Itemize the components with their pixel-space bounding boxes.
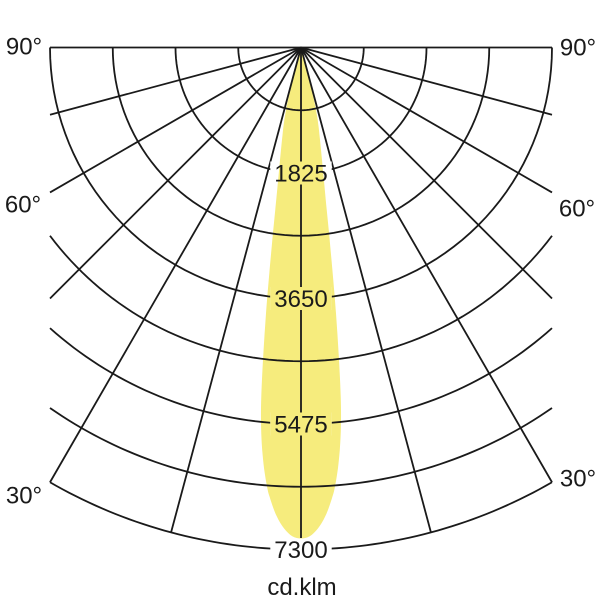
angle-label-left-30: 30° xyxy=(6,483,42,510)
angle-label-right-30: 30° xyxy=(560,466,596,493)
angle-label-right-90: 90° xyxy=(560,35,596,62)
ring-label-5475: 5475 xyxy=(274,412,327,439)
angle-label-left-90: 90° xyxy=(6,34,42,61)
ring-label-1825: 1825 xyxy=(274,161,327,188)
ring-label-3650: 3650 xyxy=(274,286,327,313)
ring-label-halos-in-beam xyxy=(270,161,332,539)
unit-label: cd.klm xyxy=(267,574,336,600)
angle-label-right-60: 60° xyxy=(559,196,595,223)
angle-label-left-60: 60° xyxy=(5,192,41,219)
ring-label-7300: 7300 xyxy=(274,537,327,564)
